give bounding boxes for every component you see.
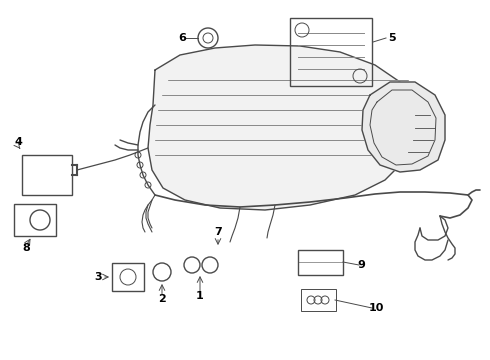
Polygon shape	[362, 82, 445, 172]
Text: 3: 3	[94, 272, 102, 282]
Text: 2: 2	[158, 294, 166, 304]
Text: 6: 6	[178, 33, 186, 43]
Bar	[301, 289, 336, 311]
Bar	[112, 263, 144, 291]
Text: 8: 8	[22, 243, 30, 253]
Bar	[22, 155, 72, 195]
Text: 5: 5	[388, 33, 396, 43]
Polygon shape	[148, 45, 415, 210]
Bar	[290, 18, 372, 86]
Bar	[14, 204, 56, 236]
Bar	[298, 250, 343, 275]
Text: 7: 7	[214, 227, 222, 237]
Text: 4: 4	[14, 137, 22, 147]
Text: 9: 9	[357, 260, 365, 270]
Text: 1: 1	[196, 291, 204, 301]
Text: 10: 10	[368, 303, 384, 313]
